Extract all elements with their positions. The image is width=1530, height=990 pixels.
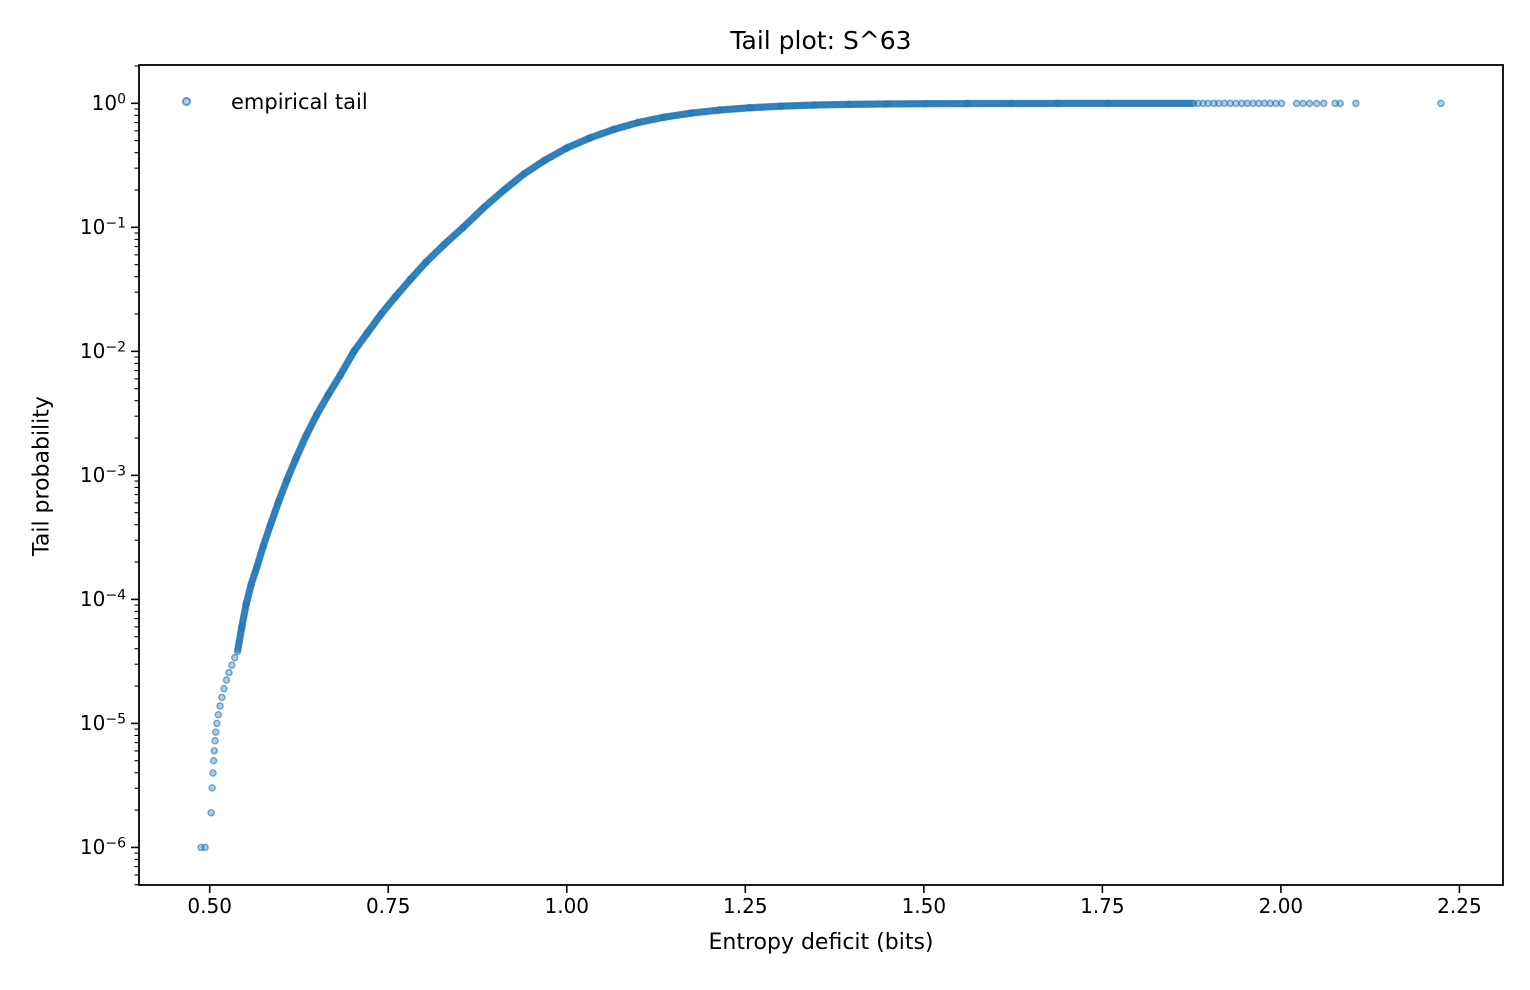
y-tick-label: 10−6: [79, 835, 126, 860]
scatter-point: [214, 710, 223, 719]
scatter-point: [209, 756, 218, 765]
scatter-point: [216, 702, 224, 710]
scatter-point: [211, 737, 219, 745]
scatter-point: [1312, 99, 1321, 108]
x-tick-label: 1.25: [723, 894, 768, 918]
scatter-point: [1305, 99, 1314, 108]
chart-title: Tail plot: S^63: [730, 26, 912, 55]
scatter-point: [220, 684, 228, 693]
x-tick-label: 0.75: [365, 894, 411, 918]
y-tick-label: 100: [91, 91, 126, 116]
x-tick-label: 1.50: [901, 894, 947, 918]
legend-label: empirical tail: [231, 89, 368, 114]
legend: empirical tail: [182, 89, 368, 114]
scatter-point: [201, 843, 209, 852]
x-tick-label: 0.50: [187, 894, 232, 918]
legend-marker-icon: [182, 97, 191, 106]
scatter-point: [1352, 99, 1360, 108]
x-tick-label: 2.00: [1258, 894, 1304, 918]
scatter-point: [212, 728, 220, 736]
scatter-point: [230, 653, 239, 662]
scatter-point: [1320, 99, 1328, 108]
x-axis-label: Entropy deficit (bits): [708, 930, 934, 955]
scatter-point: [207, 808, 215, 817]
x-tick-label: 1.75: [1080, 894, 1125, 918]
y-tick-label: 10−5: [79, 711, 126, 736]
scatter-point: [222, 676, 231, 684]
y-tick-label: 10−2: [79, 339, 126, 364]
scatter-point: [210, 746, 219, 755]
scatter-point: [1194, 99, 1202, 108]
scatter-point: [228, 661, 236, 669]
scatter-point: [213, 719, 221, 728]
scatter-point: [1277, 99, 1286, 108]
scatter-point: [208, 784, 216, 792]
scatter-point: [209, 769, 217, 777]
scatter-point: [1331, 99, 1339, 108]
scatter-point: [218, 693, 226, 702]
scatter-point: [1292, 99, 1301, 108]
y-tick-label: 10−3: [79, 463, 126, 488]
scatter-point: [225, 668, 233, 677]
plot-frame: [138, 64, 1504, 886]
scatter-point: [1437, 99, 1445, 108]
scatter-point: [1299, 99, 1307, 108]
scatter-point: [1336, 99, 1344, 108]
x-tick-label: 1.00: [544, 894, 590, 918]
scatter-point: [1199, 99, 1207, 108]
x-tick-label: 2.25: [1437, 894, 1482, 918]
y-tick-label: 10−1: [79, 215, 126, 240]
scatter-point: [1210, 99, 1218, 108]
y-axis-label: Tail probability: [29, 396, 55, 556]
y-tick-label: 10−4: [79, 587, 126, 612]
